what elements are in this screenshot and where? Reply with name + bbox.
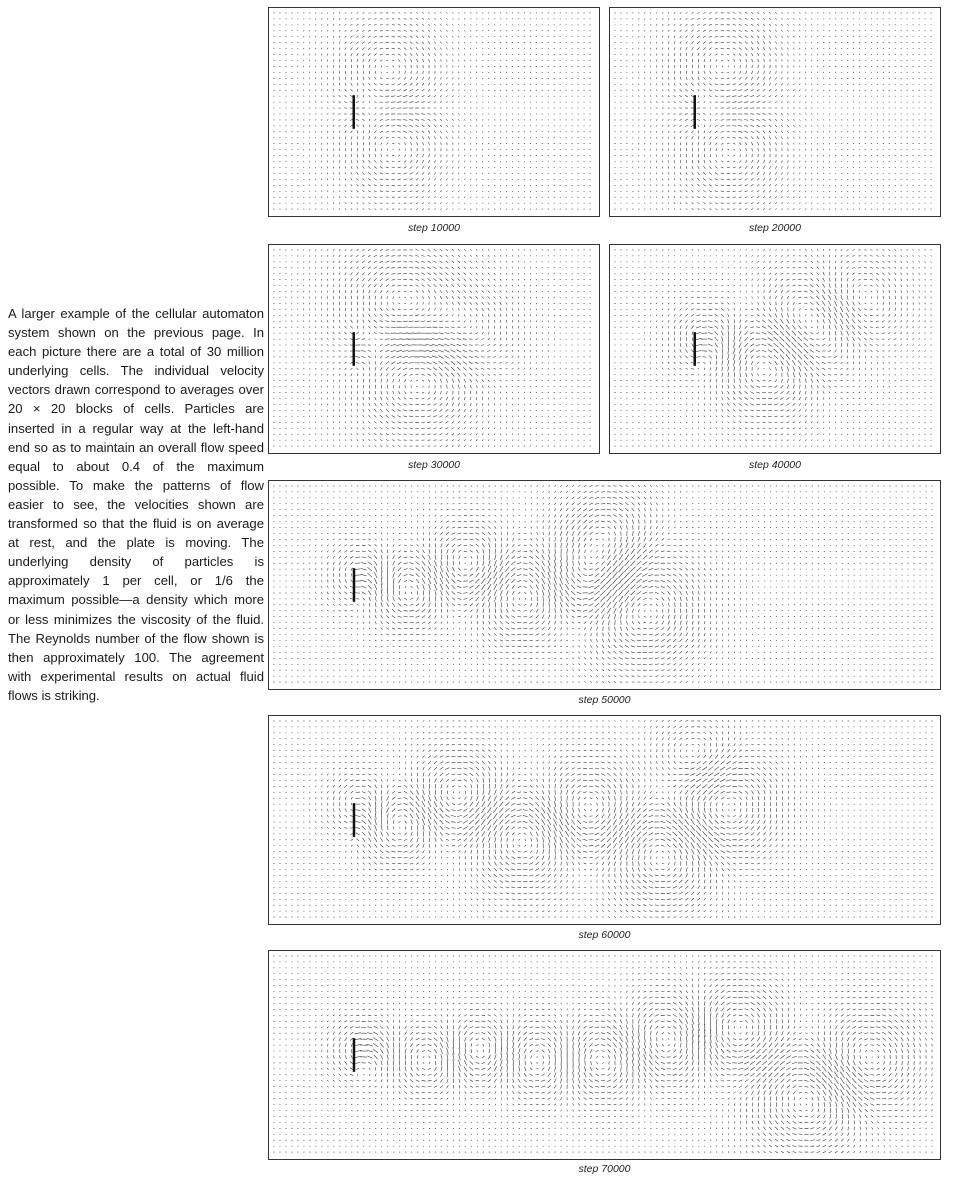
- plate-obstacle: [693, 332, 696, 366]
- figure-caption: A larger example of the cellular automat…: [8, 306, 264, 703]
- plate-obstacle: [352, 332, 355, 366]
- velocity-vectors: [614, 12, 932, 210]
- velocity-vectors: [273, 955, 933, 1154]
- step-label-50000: step 50000: [578, 694, 631, 706]
- plate-obstacle: [352, 1038, 356, 1072]
- plate-obstacle: [352, 95, 355, 129]
- velocity-field: [273, 955, 933, 1154]
- velocity-vectors: [273, 485, 933, 683]
- plate-obstacle: [352, 568, 356, 602]
- velocity-field: [273, 249, 591, 447]
- flow-panel-step-60000: [268, 715, 941, 925]
- flow-panel-step-10000: [268, 7, 600, 217]
- step-label-60000: step 60000: [578, 929, 631, 941]
- step-label-30000: step 30000: [408, 459, 460, 471]
- velocity-vectors: [273, 249, 591, 447]
- flow-panel-step-70000: [268, 950, 941, 1160]
- flow-panel-step-20000: [609, 7, 941, 217]
- velocity-field: [273, 12, 591, 210]
- step-label-70000: step 70000: [578, 1163, 631, 1175]
- velocity-vectors: [273, 12, 591, 210]
- velocity-field: [614, 248, 932, 447]
- velocity-field: [614, 12, 932, 210]
- flow-panel-step-30000: [268, 244, 600, 454]
- flow-panel-step-40000: [609, 244, 941, 454]
- velocity-vectors: [614, 248, 932, 447]
- velocity-vectors: [273, 719, 933, 918]
- step-label-40000: step 40000: [749, 459, 801, 471]
- velocity-field: [273, 719, 933, 918]
- flow-panel-step-50000: [268, 480, 941, 690]
- velocity-field: [273, 485, 933, 683]
- step-label-20000: step 20000: [749, 222, 801, 234]
- step-label-10000: step 10000: [408, 222, 460, 234]
- plate-obstacle: [693, 95, 696, 129]
- plate-obstacle: [352, 803, 356, 837]
